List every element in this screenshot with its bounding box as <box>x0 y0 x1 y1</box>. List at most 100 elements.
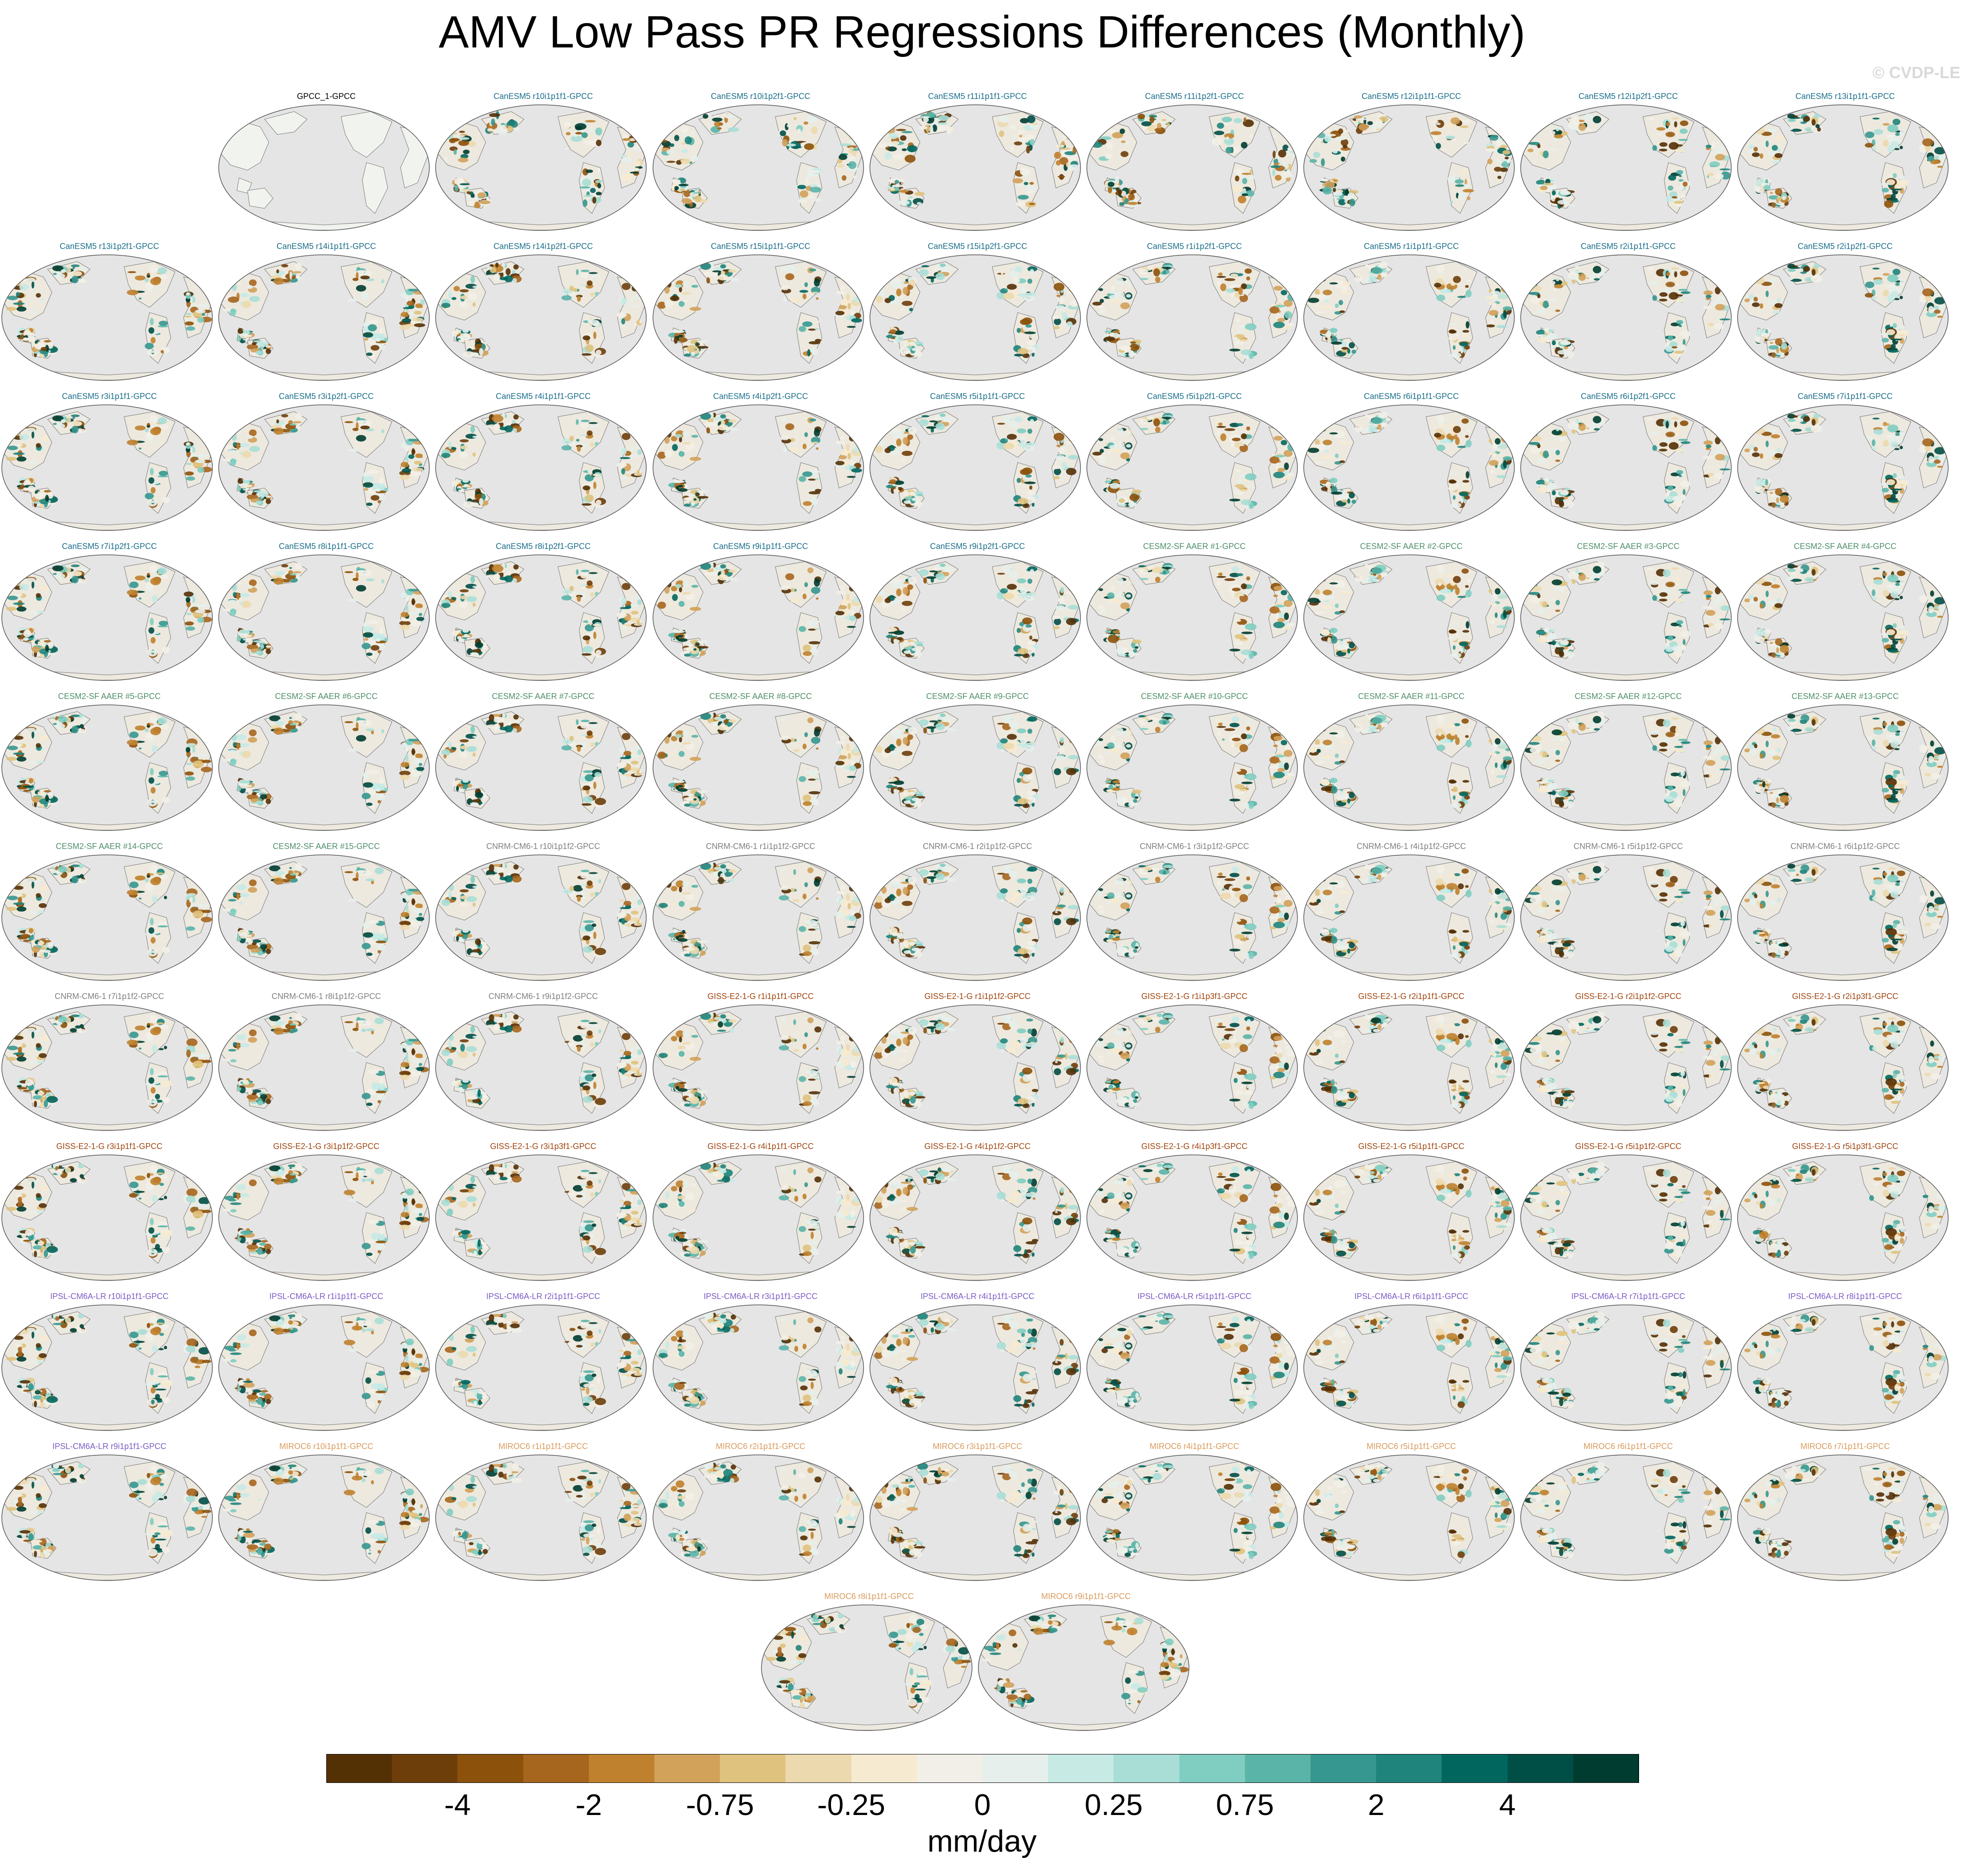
pr-anomaly-cell <box>664 450 673 458</box>
map-panel: CanESM5 r3i1p2f1-GPCC <box>218 390 435 531</box>
pr-anomaly-cell <box>908 427 917 435</box>
pr-anomaly-cell <box>781 585 789 591</box>
pr-anomaly-cell <box>245 634 252 638</box>
pr-anomaly-cell <box>1135 646 1139 649</box>
pr-anomaly-cell <box>1721 146 1726 150</box>
pr-anomaly-cell <box>670 295 680 301</box>
panel-title: CanESM5 r7i1p2f1-GPCC <box>61 542 157 551</box>
pr-anomaly-cell <box>1755 486 1765 493</box>
map-panel: CanESM5 r6i1p1f1-GPCC <box>1303 390 1520 531</box>
pr-anomaly-cell <box>1010 418 1013 421</box>
pr-anomaly-cell <box>1123 647 1128 653</box>
pr-anomaly-cell <box>853 306 856 308</box>
pr-anomaly-cell <box>453 149 457 155</box>
pr-anomaly-cell <box>1132 489 1142 494</box>
pr-anomaly-cell <box>441 303 451 308</box>
pr-anomaly-cell <box>1112 132 1123 139</box>
pr-anomaly-cell <box>726 427 736 430</box>
pr-anomaly-cell <box>513 264 519 270</box>
pr-anomaly-cell <box>1882 338 1889 342</box>
pr-anomaly-cell <box>587 469 593 474</box>
pr-anomaly-cell <box>1139 278 1149 280</box>
map-plot <box>435 104 647 231</box>
map-border <box>435 254 647 381</box>
pr-anomaly-cell <box>1793 415 1798 418</box>
pr-anomaly-cell <box>249 429 257 436</box>
pr-anomaly-cell <box>265 645 272 648</box>
pr-anomaly-cell <box>1668 485 1673 491</box>
pr-anomaly-cell <box>1898 288 1902 294</box>
pr-anomaly-cell <box>1719 168 1731 171</box>
pr-anomaly-cell <box>1322 440 1332 446</box>
pr-anomaly-cell <box>1934 309 1941 314</box>
pr-anomaly-cell <box>1448 486 1458 491</box>
pr-anomaly-cell <box>468 200 475 206</box>
pr-anomaly-cell <box>1938 154 1945 162</box>
pr-anomaly-cell <box>1890 441 1899 448</box>
pr-anomaly-cell <box>889 479 897 484</box>
pr-anomaly-cell <box>781 285 789 291</box>
pr-anomaly-cell <box>246 494 258 500</box>
pr-anomaly-cell <box>678 335 683 338</box>
pr-anomaly-cell <box>902 437 908 445</box>
pr-anomaly-cell <box>1342 285 1348 292</box>
map-plot <box>1 554 213 681</box>
pr-anomaly-cell <box>1503 460 1507 469</box>
pr-anomaly-cell <box>381 279 385 284</box>
pr-anomaly-cell <box>1224 428 1236 431</box>
pr-anomaly-cell <box>412 467 423 472</box>
pr-anomaly-cell <box>361 292 369 300</box>
pr-anomaly-cell <box>1029 419 1034 425</box>
pr-anomaly-cell <box>728 419 737 423</box>
pr-anomaly-cell <box>145 282 154 290</box>
pr-anomaly-cell <box>616 312 627 318</box>
pr-anomaly-cell <box>186 463 192 465</box>
pr-anomaly-cell <box>1232 186 1243 193</box>
pr-anomaly-cell <box>575 132 583 135</box>
pr-anomaly-cell <box>1872 267 1880 270</box>
pr-anomaly-cell <box>1235 175 1240 182</box>
pr-anomaly-cell <box>1057 175 1065 178</box>
pr-anomaly-cell <box>896 288 902 296</box>
pr-anomaly-cell <box>1668 335 1673 341</box>
pr-anomaly-cell <box>1118 189 1122 195</box>
pr-anomaly-cell <box>1462 630 1470 633</box>
pr-anomaly-cell <box>1226 136 1230 140</box>
pr-anomaly-cell <box>1017 648 1029 654</box>
pr-anomaly-cell <box>590 274 600 278</box>
pr-anomaly-cell <box>1126 580 1131 586</box>
pr-anomaly-cell <box>1466 321 1470 329</box>
pr-anomaly-cell <box>639 319 642 324</box>
land-outline <box>775 411 827 458</box>
pr-anomaly-cell <box>1675 144 1683 147</box>
pr-anomaly-cell <box>799 181 803 186</box>
pr-anomaly-cell <box>1493 454 1497 457</box>
pr-anomaly-cell <box>1788 418 1796 422</box>
pr-anomaly-cell <box>1922 138 1934 146</box>
pr-anomaly-cell <box>138 447 142 450</box>
pr-anomaly-cell <box>1347 648 1350 654</box>
pr-anomaly-cell <box>902 148 907 151</box>
pr-anomaly-cell <box>1503 610 1507 619</box>
pr-anomaly-cell <box>1744 448 1751 452</box>
pr-anomaly-cell <box>185 597 191 603</box>
pr-anomaly-cell <box>717 127 722 130</box>
pr-anomaly-cell <box>504 275 513 282</box>
pr-anomaly-cell <box>376 338 381 342</box>
pr-anomaly-cell <box>690 457 701 461</box>
pr-anomaly-cell <box>1872 146 1877 150</box>
pr-anomaly-cell <box>1345 188 1349 196</box>
pr-anomaly-cell <box>1714 473 1724 479</box>
pr-anomaly-cell <box>380 627 384 634</box>
pr-anomaly-cell <box>1118 498 1125 503</box>
pr-anomaly-cell <box>1891 194 1896 199</box>
pr-anomaly-cell <box>72 267 75 269</box>
pr-anomaly-cell <box>714 121 721 127</box>
pr-anomaly-cell <box>682 292 691 295</box>
pr-anomaly-cell <box>1234 146 1240 153</box>
pr-anomaly-cell <box>900 295 903 300</box>
pr-anomaly-cell <box>1546 333 1557 340</box>
pr-anomaly-cell <box>593 482 597 489</box>
pr-anomaly-cell <box>804 432 808 437</box>
map-border <box>1 254 213 381</box>
